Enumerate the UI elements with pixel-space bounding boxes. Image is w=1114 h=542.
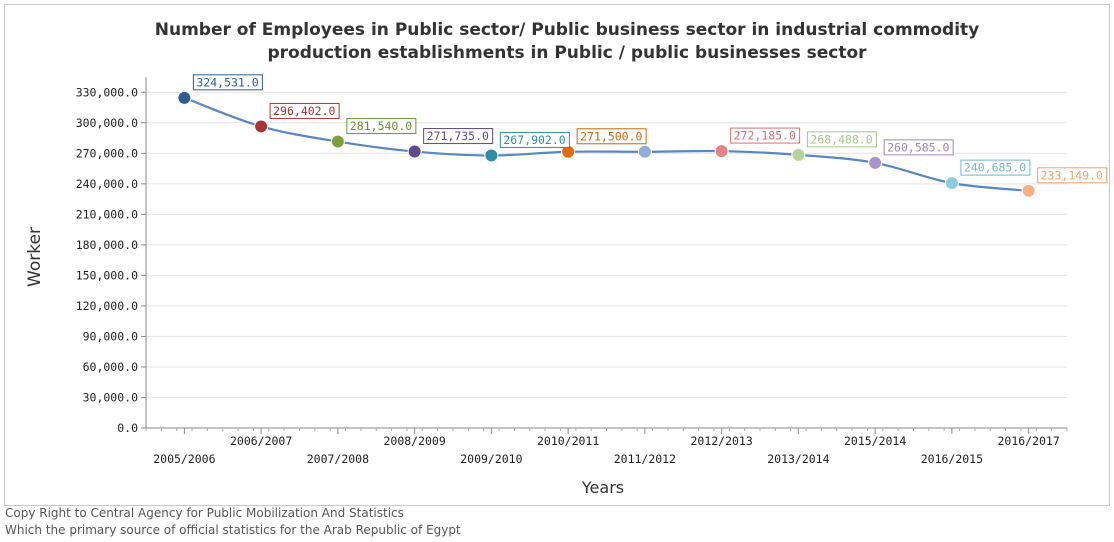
data-label-text: 260,585.0 [887,140,949,154]
y-tick-label: 240,000.0 [76,177,138,191]
y-axis-title: Worker [25,227,45,287]
data-label-text: 281,540.0 [350,119,412,133]
data-point[interactable] [177,90,192,105]
data-point[interactable] [637,144,652,159]
data-label-box [269,102,340,119]
y-tick-label: 30,000.0 [83,390,138,404]
data-label-layer: 324,531.0 296,402.0 281,540.0 271,735.0 267,… [192,74,1108,184]
data-label: 271,500.0 [576,128,647,145]
x-tick-label: 2005/2006 [153,452,215,466]
data-label-box [346,118,417,135]
x-tick-label: 2008/2009 [383,434,445,448]
y-tick-label: 330,000.0 [76,85,138,99]
y-tick-label: 150,000.0 [76,268,138,282]
copyright-footer: Copy Right to Central Agency for Public … [5,505,461,539]
data-label-text: 296,402.0 [273,104,335,118]
data-point[interactable] [944,176,959,191]
x-tick-label: 2012/2013 [690,434,752,448]
y-tick-label: 0.0 [117,421,138,435]
chart-title-line-2: production establishments in Public / pu… [267,43,867,63]
data-point[interactable] [1021,183,1036,198]
series-layer [177,90,1036,198]
chart-title-line-1: Number of Employees in Public sector/ Pu… [155,20,980,40]
data-label-box [192,74,263,91]
data-label-box [960,159,1031,176]
y-tick-label: 210,000.0 [76,207,138,221]
y-tick-label: 180,000.0 [76,238,138,252]
copyright-line-2: Which the primary source of official sta… [5,523,461,537]
data-label: 271,735.0 [423,128,494,145]
y-tick-label: 90,000.0 [83,329,138,343]
data-label: 260,585.0 [883,139,954,156]
data-label-box [423,128,494,145]
data-label-text: 272,185.0 [734,129,796,143]
data-label-text: 267,902.0 [503,133,565,147]
data-label-text: 271,500.0 [580,129,642,143]
y-tick-label: 120,000.0 [76,299,138,313]
data-label-text: 240,685.0 [964,161,1026,175]
x-tick-label: 2013/2014 [767,452,829,466]
y-tick-label: 270,000.0 [76,146,138,160]
data-point[interactable] [254,119,269,134]
data-label: 268,488.0 [806,131,877,148]
chart-frame: Number of Employees in Public sector/ Pu… [4,4,1110,506]
data-point[interactable] [407,144,422,159]
data-label-box [1037,167,1108,184]
data-label: 272,185.0 [730,127,801,144]
data-label: 281,540.0 [346,118,417,135]
x-tick-label: 2016/2015 [921,452,983,466]
data-label-text: 324,531.0 [196,75,258,89]
data-point[interactable] [791,147,806,162]
data-point[interactable] [868,155,883,170]
x-tick-label: 2006/2007 [230,434,292,448]
data-label-text: 233,149.0 [1041,168,1103,182]
axis-layer: 0.0 30,000.0 60,000.0 90,000.0 120,000.0 150,… [76,77,1068,466]
x-axis-title: Years [581,478,624,497]
data-label: 240,685.0 [960,159,1031,176]
data-label-box [806,131,877,148]
data-label: 233,149.0 [1037,167,1108,184]
y-tick-label: 60,000.0 [83,360,138,374]
x-tick-label: 2009/2010 [460,452,522,466]
data-point[interactable] [484,148,499,163]
data-point[interactable] [714,144,729,159]
data-label-box [576,128,647,145]
data-label-box [883,139,954,156]
x-tick-label: 2007/2008 [307,452,369,466]
data-label: 267,902.0 [499,131,570,148]
data-label-box [499,131,570,148]
data-point[interactable] [330,134,345,149]
x-tick-label: 2011/2012 [614,452,676,466]
data-label-box [730,127,801,144]
x-tick-label: 2015/2014 [844,434,906,448]
data-label: 296,402.0 [269,102,340,119]
data-label-text: 271,735.0 [427,129,489,143]
chart-svg: Number of Employees in Public sector/ Pu… [25,20,1108,497]
data-label: 324,531.0 [192,74,263,91]
x-tick-label: 2010/2011 [537,434,599,448]
data-label-text: 268,488.0 [810,132,872,146]
x-tick-label: 2016/2017 [997,434,1059,448]
y-tick-label: 300,000.0 [76,116,138,130]
copyright-line-1: Copy Right to Central Agency for Public … [5,506,404,520]
